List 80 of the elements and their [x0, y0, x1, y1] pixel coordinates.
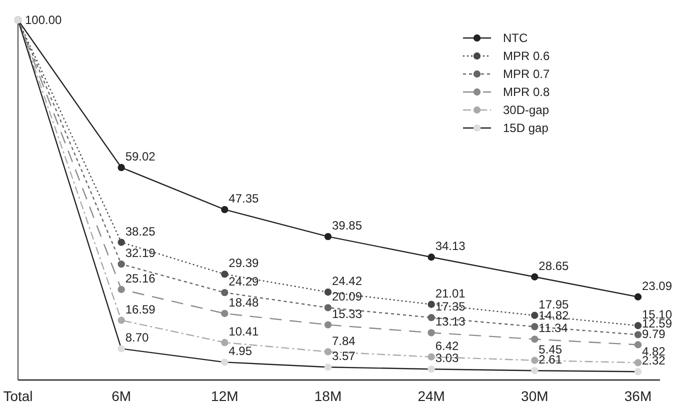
point — [324, 288, 332, 296]
point — [221, 270, 228, 278]
point — [531, 312, 538, 319]
data-label: 28.65 — [538, 258, 570, 273]
point — [221, 206, 228, 214]
data-label: 24.29 — [228, 274, 260, 289]
point — [324, 232, 332, 240]
data-label: 24.42 — [332, 274, 362, 288]
point — [324, 364, 332, 371]
point — [118, 316, 125, 324]
point — [118, 164, 125, 172]
legend-label: 15D gap — [503, 121, 549, 135]
data-label: 47.35 — [228, 192, 260, 206]
data-label: 17.95 — [538, 297, 570, 312]
point — [634, 341, 642, 348]
legend-label: MPR 0.6 — [503, 49, 550, 63]
data-label: 4.95 — [228, 344, 252, 358]
data-label: 13.13 — [435, 314, 466, 329]
data-label: 10.41 — [228, 324, 260, 339]
data-label: 15.33 — [332, 306, 362, 321]
x-tick-label: 36M — [624, 388, 652, 404]
data-label: 29.39 — [228, 256, 260, 270]
data-label: 100.00 — [25, 13, 62, 27]
point — [531, 367, 538, 374]
point — [634, 368, 642, 376]
x-tick-label: Total — [3, 388, 33, 404]
data-label: 38.25 — [125, 224, 156, 238]
point — [634, 359, 642, 366]
point — [324, 321, 332, 328]
point — [118, 286, 125, 294]
point — [428, 353, 435, 360]
data-label: 14.82 — [538, 308, 570, 323]
point — [531, 336, 538, 343]
legend-label: 30D-gap — [503, 103, 550, 117]
data-label: 3.03 — [435, 351, 460, 366]
point — [221, 310, 228, 318]
data-label: 9.79 — [642, 326, 666, 341]
point — [634, 331, 642, 338]
point — [531, 323, 538, 330]
point — [634, 293, 642, 300]
point — [324, 348, 332, 356]
point — [428, 329, 435, 336]
point — [634, 322, 642, 330]
point — [118, 345, 125, 352]
data-label: 8.70 — [125, 330, 150, 345]
data-label: 7.84 — [332, 334, 356, 348]
x-tick-label: 30M — [521, 388, 548, 404]
legend-label: NTC — [503, 31, 528, 45]
point — [531, 356, 538, 364]
data-label: 39.85 — [332, 218, 362, 233]
point — [428, 254, 435, 261]
x-tick-label: 12M — [211, 388, 238, 404]
data-label: 21.01 — [435, 286, 466, 300]
data-label: 20.09 — [332, 290, 362, 304]
data-label: 23.09 — [642, 278, 672, 293]
data-label: 18.48 — [228, 295, 260, 310]
point — [118, 260, 125, 268]
x-tick-label: 6M — [112, 388, 132, 404]
point — [324, 304, 332, 312]
data-label: 32.19 — [125, 246, 156, 260]
x-tick-label: 18M — [314, 388, 342, 404]
legend-label: MPR 0.8 — [503, 85, 550, 99]
point — [428, 300, 435, 308]
data-label: 34.13 — [435, 239, 466, 254]
data-label: 6.42 — [435, 338, 460, 353]
point — [428, 365, 435, 373]
point — [221, 338, 228, 346]
x-tick-label: 24M — [418, 388, 445, 404]
data-label: 3.57 — [332, 349, 356, 364]
legend-label: MPR 0.7 — [503, 67, 550, 81]
data-label: 25.16 — [125, 271, 156, 286]
point — [221, 358, 228, 366]
data-label: 17.35 — [435, 300, 466, 314]
point — [428, 314, 435, 322]
point — [531, 273, 538, 280]
data-label: 11.34 — [538, 321, 568, 336]
point — [118, 238, 125, 246]
data-label: 16.59 — [125, 302, 156, 316]
data-label: 59.02 — [125, 150, 156, 164]
point — [221, 288, 228, 296]
